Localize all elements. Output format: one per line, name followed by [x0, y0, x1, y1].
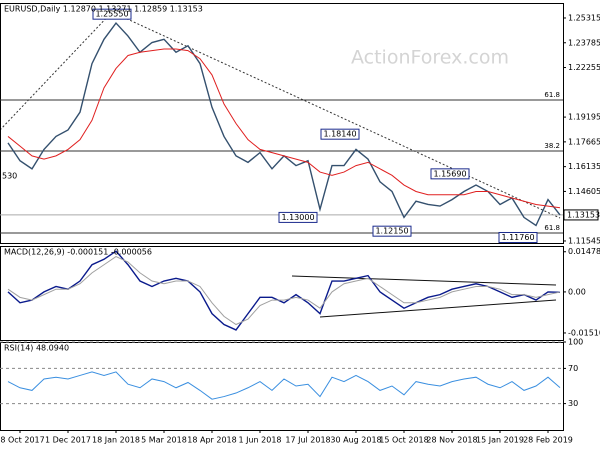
price-annotation-box: [320, 128, 360, 140]
x-tick-label: 28 Nov 2018: [426, 436, 477, 445]
y-tick-label: 100: [568, 338, 583, 347]
price-annotation-box: [430, 168, 470, 180]
x-tick-label: 15 Oct 2018: [379, 436, 428, 445]
price-annotation-box: [278, 211, 318, 223]
x-tick-label: 30 Aug 2018: [330, 436, 381, 445]
y-tick-label: 1.25315: [568, 13, 600, 22]
last-price-box: [563, 209, 599, 221]
panel-title: EURUSD,Daily 1.12870 1.13271 1.12859 1.1…: [4, 5, 203, 14]
price-annotation-box: [92, 8, 132, 20]
price-annotation: 1.11760: [501, 233, 534, 242]
x-tick-label: 18 Apr 2018: [187, 436, 236, 445]
panel-title: MACD(12,26,9) -0.000151 -0.000056: [4, 248, 152, 257]
x-tick-label: 18 Jan 2018: [92, 436, 140, 445]
last-price-label: 1.13153: [567, 210, 600, 219]
x-tick-label: 1 Jun 2018: [238, 436, 281, 445]
price-annotation-box: [498, 231, 538, 243]
watermark: ActionForex.com: [351, 47, 509, 69]
y-tick-label: 70: [568, 364, 578, 373]
y-tick-label: 1.16135: [568, 162, 600, 171]
triangle-line: [319, 299, 557, 318]
fib-label: 61.8: [544, 224, 560, 232]
series-line: [7, 256, 561, 326]
price-annotation: 1.25550: [95, 10, 128, 19]
y-tick-label: 1.14605: [568, 187, 600, 196]
y-tick-label: 0.00: [568, 287, 586, 296]
panel-frame: [0, 3, 564, 244]
price-annotation: 1.13000: [281, 213, 314, 222]
price-annotation: 1.15690: [433, 169, 466, 178]
x-tick-label: 18 Oct 2017: [0, 436, 45, 445]
price-annotation: 1.18140: [323, 130, 356, 139]
price-annotation-box: [372, 225, 412, 237]
panel-title: RSI(14) 48.0940: [4, 344, 69, 353]
x-tick-label: 1 Dec 2017: [45, 436, 91, 445]
triangle-line: [291, 275, 557, 286]
x-tick-label: 5 Mar 2018: [141, 436, 187, 445]
y-tick-label: 1.23785: [568, 38, 600, 47]
fib-label: 38.2: [544, 142, 560, 150]
edge-label: 530: [2, 172, 17, 181]
panel-frame: [0, 246, 564, 341]
x-tick-label: 15 Jan 2019: [476, 436, 524, 445]
y-tick-label: 1.17665: [568, 137, 600, 146]
price-annotation: 1.12150: [375, 227, 408, 236]
x-tick-label: 28 Feb 2019: [523, 436, 573, 445]
y-tick-label: 1.11545: [568, 236, 600, 245]
series-line: [7, 250, 561, 331]
y-tick-label: 0.014786: [568, 247, 600, 256]
series-line: [7, 48, 561, 209]
y-tick-label: 1.19195: [568, 113, 600, 122]
x-tick-label: 17 Jul 2018: [285, 436, 330, 445]
y-tick-label: 1.22255: [568, 63, 600, 72]
trend-line: [0, 11, 113, 131]
y-tick-label: -0.015107: [568, 328, 600, 337]
y-tick-label: 30: [568, 399, 578, 408]
fib-label: 61.8: [544, 91, 560, 99]
series-line: [7, 371, 561, 400]
